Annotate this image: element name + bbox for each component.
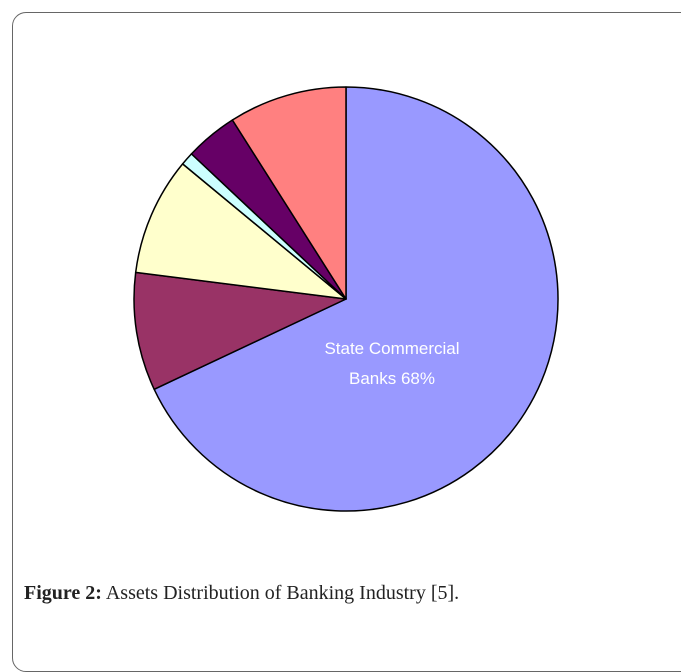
caption-label: Figure 2: bbox=[24, 582, 102, 604]
slice-label-line2: Banks 68% bbox=[349, 369, 435, 388]
pie-slice-2 bbox=[133, 271, 347, 391]
pie-slice-6 bbox=[231, 86, 347, 300]
pie-chart-svg: State Commercial Banks 68% bbox=[133, 86, 559, 512]
pie-slices bbox=[133, 86, 559, 512]
pie-slice-1 bbox=[153, 86, 559, 512]
slice-label-line1: State Commercial bbox=[324, 339, 459, 358]
pie-slice-3 bbox=[134, 163, 347, 300]
pie-chart: State Commercial Banks 68% bbox=[133, 86, 559, 512]
figure-caption: Figure 2: Assets Distribution of Banking… bbox=[24, 582, 459, 605]
caption-text: Assets Distribution of Banking Industry … bbox=[101, 582, 460, 604]
